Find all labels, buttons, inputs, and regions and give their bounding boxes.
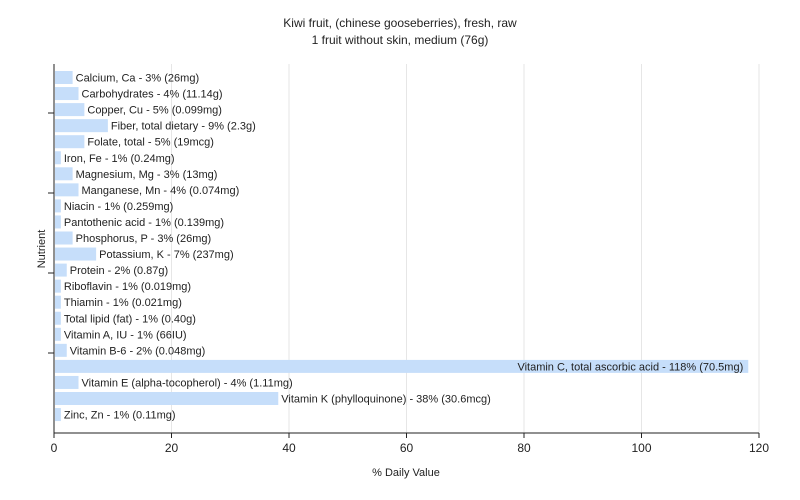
bar: [55, 247, 97, 261]
bar: [55, 231, 73, 245]
bar-label: Vitamin E (alpha-tocopherol) - 4% (1.11m…: [82, 377, 293, 389]
bar-label: Vitamin B-6 - 2% (0.048mg): [70, 345, 206, 357]
bar-label: Riboflavin - 1% (0.019mg): [64, 281, 191, 293]
chart-subtitle: 1 fruit without skin, medium (76g): [312, 33, 489, 47]
bar-label: Iron, Fe - 1% (0.24mg): [64, 153, 175, 165]
bar-label: Vitamin C, total ascorbic acid - 118% (7…: [517, 361, 743, 373]
bar: [55, 263, 67, 277]
bar-label: Pantothenic acid - 1% (0.139mg): [64, 217, 224, 229]
bar: [55, 215, 61, 229]
x-tick-label: 100: [631, 441, 651, 455]
bar-label: Magnesium, Mg - 3% (13mg): [76, 169, 218, 181]
bar: [55, 279, 61, 293]
bar: [55, 119, 108, 133]
x-tick-label: 120: [749, 441, 769, 455]
x-tick-label: 80: [517, 441, 531, 455]
bar-label: Vitamin K (phylloquinone) - 38% (30.6mcg…: [281, 394, 491, 406]
bar: [55, 295, 61, 309]
bar: [55, 103, 85, 117]
x-tick-label: 40: [282, 441, 296, 455]
bar-label: Thiamin - 1% (0.021mg): [64, 297, 182, 309]
bar: [55, 311, 61, 325]
bar: [55, 408, 61, 422]
bar-labels: Calcium, Ca - 3% (26mg) Carbohydrates - 4…: [64, 73, 743, 422]
bar-label: Potassium, K - 7% (237mg): [99, 249, 234, 261]
bar: [55, 343, 67, 357]
bar-label: Carbohydrates - 4% (11.14g): [82, 89, 223, 101]
bar-label: Copper, Cu - 5% (0.099mg): [87, 105, 222, 117]
bar-label: Phosphorus, P - 3% (26mg): [76, 233, 212, 245]
x-tick-label: 60: [400, 441, 414, 455]
bar-label: Zinc, Zn - 1% (0.11mg): [64, 410, 176, 422]
bar: [55, 327, 61, 341]
bar-label: Protein - 2% (0.87g): [70, 265, 168, 277]
bar: [55, 199, 61, 213]
y-axis-title: Nutrient: [36, 230, 48, 269]
x-ticks: 0 20 40 60 80 100 120: [48, 112, 769, 455]
bar: [55, 167, 73, 181]
bar: [55, 135, 85, 149]
bar: [55, 359, 749, 373]
x-tick-label: 20: [165, 441, 179, 455]
bar-label: Manganese, Mn - 4% (0.074mg): [82, 185, 240, 197]
bar-label: Fiber, total dietary - 9% (2.3g): [111, 121, 256, 133]
bar-label: Vitamin A, IU - 1% (66IU): [64, 329, 187, 341]
bar: [55, 375, 79, 389]
x-tick-label: 0: [51, 441, 58, 455]
bar: [55, 71, 73, 84]
bar-label: Niacin - 1% (0.259mg): [64, 201, 173, 213]
bar: [55, 87, 79, 101]
bar-label: Total lipid (fat) - 1% (0.40g): [64, 313, 196, 325]
bar-label: Folate, total - 5% (19mcg): [87, 137, 214, 149]
bar: [55, 183, 79, 197]
chart-title: Kiwi fruit, (chinese gooseberries), fres…: [283, 16, 517, 30]
bar-label: Calcium, Ca - 3% (26mg): [76, 73, 199, 85]
bar: [55, 151, 61, 165]
bars: [55, 71, 749, 422]
x-axis-title: % Daily Value: [372, 467, 440, 479]
bar: [55, 392, 279, 405]
